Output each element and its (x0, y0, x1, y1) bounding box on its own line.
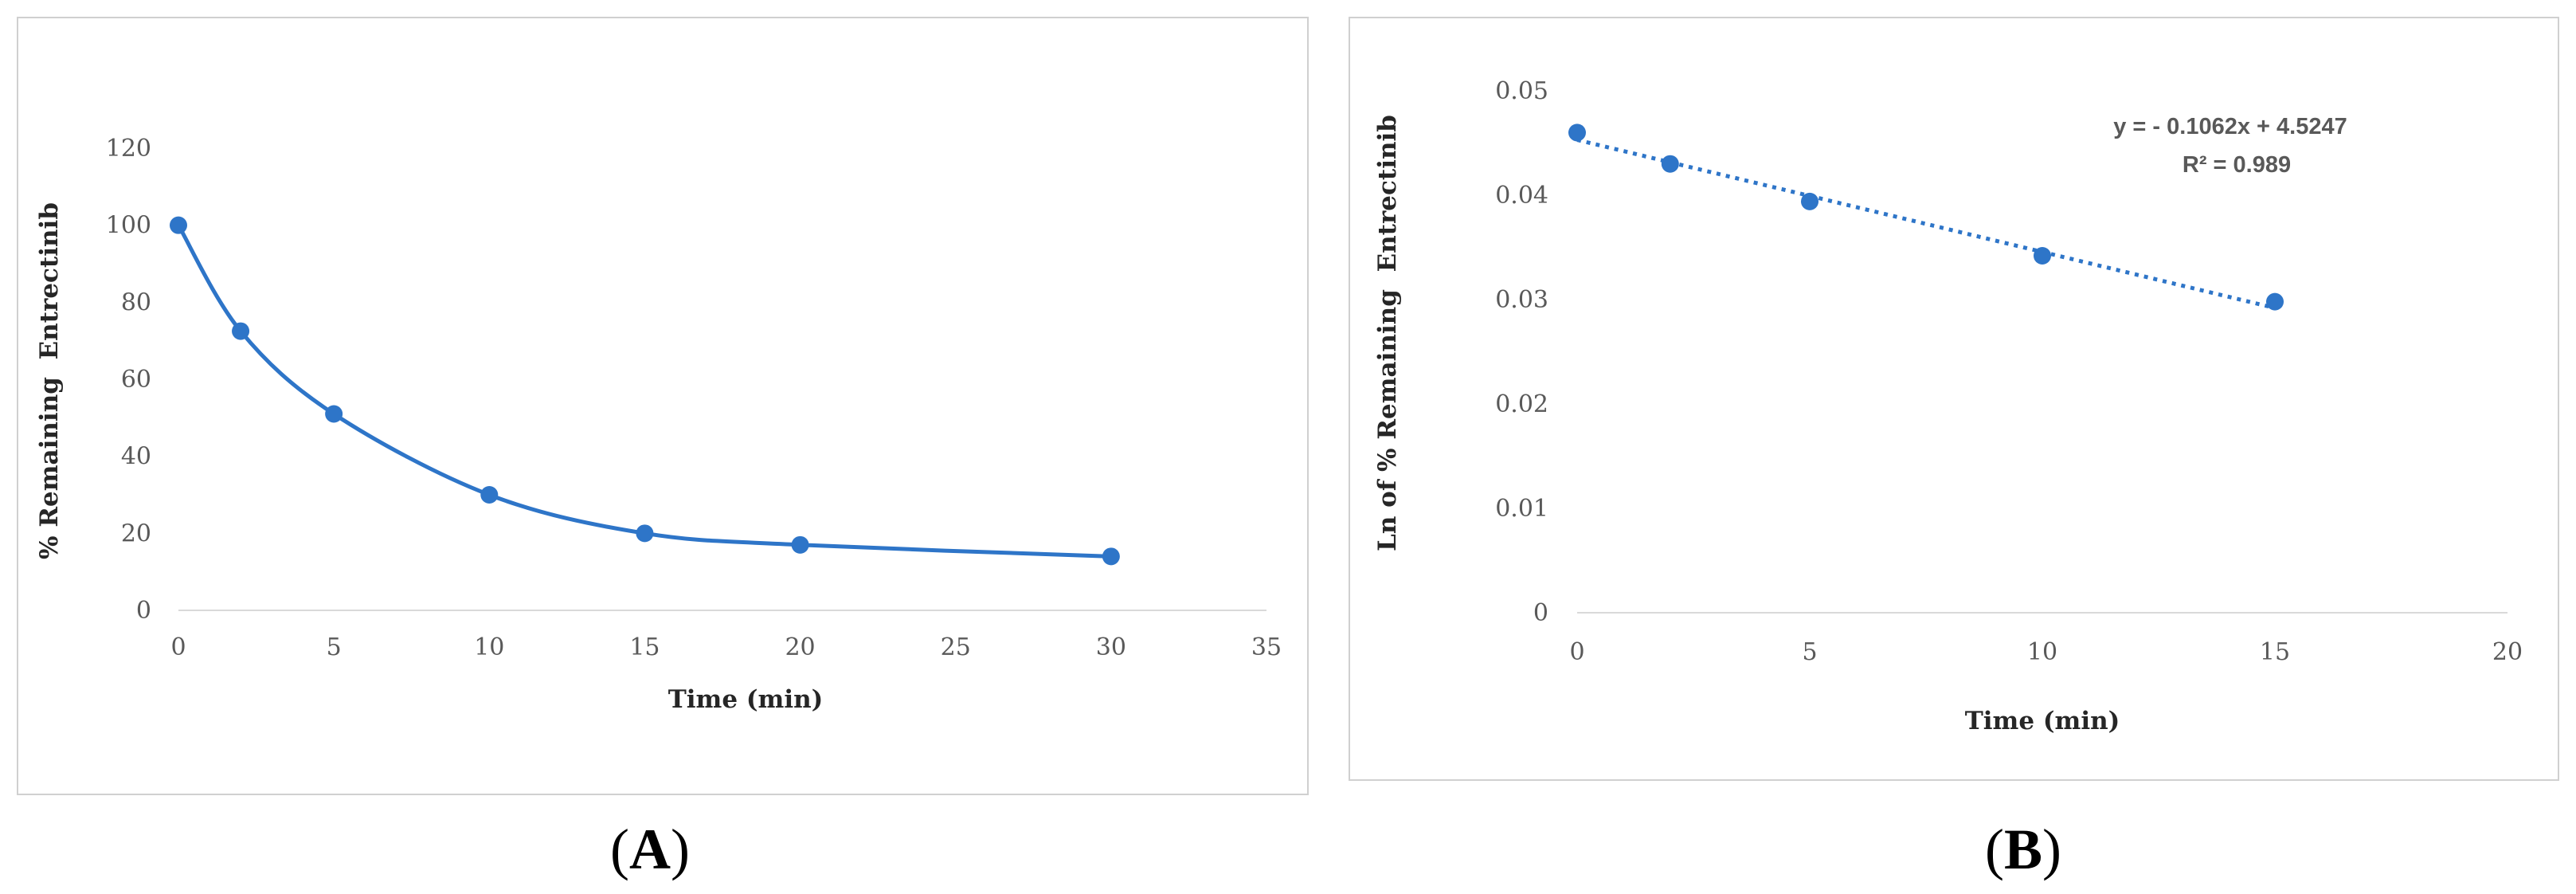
panel-b-y-tick-label-5: 0.05 (1495, 77, 1548, 105)
panel-a-y-tick-label-2: 40 (121, 443, 151, 471)
panel-a-letter: A (629, 818, 671, 881)
panel-b-x-tick-label-4: 20 (2492, 638, 2523, 666)
panel-b-x-axis-title: Time (min) (1965, 707, 2120, 735)
panel-a-y-ticks: 0 20 40 60 80 100 120 (106, 135, 151, 625)
panel-a-data-point-0 (170, 216, 187, 234)
panel-b-r-squared: R² = 0.989 (2183, 152, 2291, 178)
panel-b-letter: B (2004, 818, 2042, 881)
panel-a-data-point-5 (791, 535, 809, 554)
panel-b-x-tick-label-1: 5 (1802, 638, 1817, 666)
panel-b-y-tick-label-0: 0 (1533, 599, 1548, 627)
panel-a-x-tick-label-3: 15 (629, 633, 660, 661)
panel-a-x-tick-label-2: 10 (474, 633, 504, 661)
panel-a-data-point-3 (480, 486, 499, 504)
panel-b-y-axis-title: Ln of % Remaining Entrectinib (1373, 115, 1402, 551)
panel-b-data-point-0 (1568, 124, 1586, 142)
panel-a-data-point-2 (325, 405, 343, 423)
panel-a-y-tick-label-5: 100 (106, 212, 151, 240)
panel-a-points (170, 216, 1120, 566)
panel-a-data-point-6 (1102, 547, 1120, 566)
panel-a-y-tick-label-3: 60 (121, 366, 151, 394)
panel-b-label: (B) (1985, 818, 2061, 881)
panel-a-x-tick-label-4: 20 (785, 633, 815, 661)
panel-a-x-axis-title: Time (min) (668, 685, 824, 714)
panel-b-border (1349, 17, 2559, 781)
panel-a-y-axis-title: % Remaining Entrectinib (35, 202, 64, 559)
panel-b-points (1568, 124, 2284, 311)
panel-b-y-tick-label-3: 0.03 (1495, 286, 1548, 314)
panel-b-data-point-1 (1661, 155, 1679, 173)
panel-b-y-tick-label-1: 0.01 (1495, 495, 1548, 523)
panel-a-label: (A) (610, 818, 690, 881)
panel-a-x-tick-label-6: 30 (1096, 633, 1126, 661)
panel-a-x-tick-label-1: 5 (327, 633, 342, 661)
panel-a-border (17, 17, 1309, 795)
panel-b-x-tick-label-3: 15 (2260, 638, 2290, 666)
panel-a-y-tick-label-4: 80 (121, 288, 151, 316)
panel-b-x-tick-label-2: 10 (2027, 638, 2057, 666)
panel-a-x-tick-label-0: 0 (170, 633, 186, 661)
panel-b: 0 0.01 0.02 0.03 0.04 0.05 0 5 10 15 20 y = - 0.1… (1349, 17, 2559, 781)
panel-a-x-tick-label-7: 35 (1251, 633, 1282, 661)
panel-a-y-tick-label-1: 20 (121, 520, 151, 547)
panel-b-trendline (1576, 138, 2276, 310)
panel-b-data-point-2 (1801, 192, 1818, 210)
panel-a-data-point-4 (636, 524, 654, 543)
panel-b-equation: y = - 0.1062x + 4.5247 (2113, 114, 2347, 139)
panel-b-data-point-3 (2034, 246, 2051, 265)
panel-a-series-line (176, 224, 1111, 559)
panel-b-x-tick-label-0: 0 (1569, 638, 1584, 666)
panel-b-y-tick-label-4: 0.04 (1495, 182, 1548, 210)
panel-a-y-tick-label-0: 0 (136, 597, 151, 625)
panel-b-y-ticks: 0 0.01 0.02 0.03 0.04 0.05 (1495, 77, 1548, 627)
panel-a-x-ticks: 0 5 10 15 20 25 30 35 (170, 633, 1282, 661)
panel-a-data-point-1 (232, 322, 250, 340)
panel-a: 0 20 40 60 80 100 120 0 5 10 15 20 25 30 35 Time (min… (17, 17, 1309, 795)
panel-a-x-tick-label-5: 25 (941, 633, 971, 661)
panel-b-data-point-4 (2266, 292, 2284, 311)
panel-a-y-tick-label-6: 120 (106, 135, 151, 163)
panel-b-x-ticks: 0 5 10 15 20 (1569, 638, 2523, 666)
panel-b-y-tick-label-2: 0.02 (1495, 390, 1548, 418)
